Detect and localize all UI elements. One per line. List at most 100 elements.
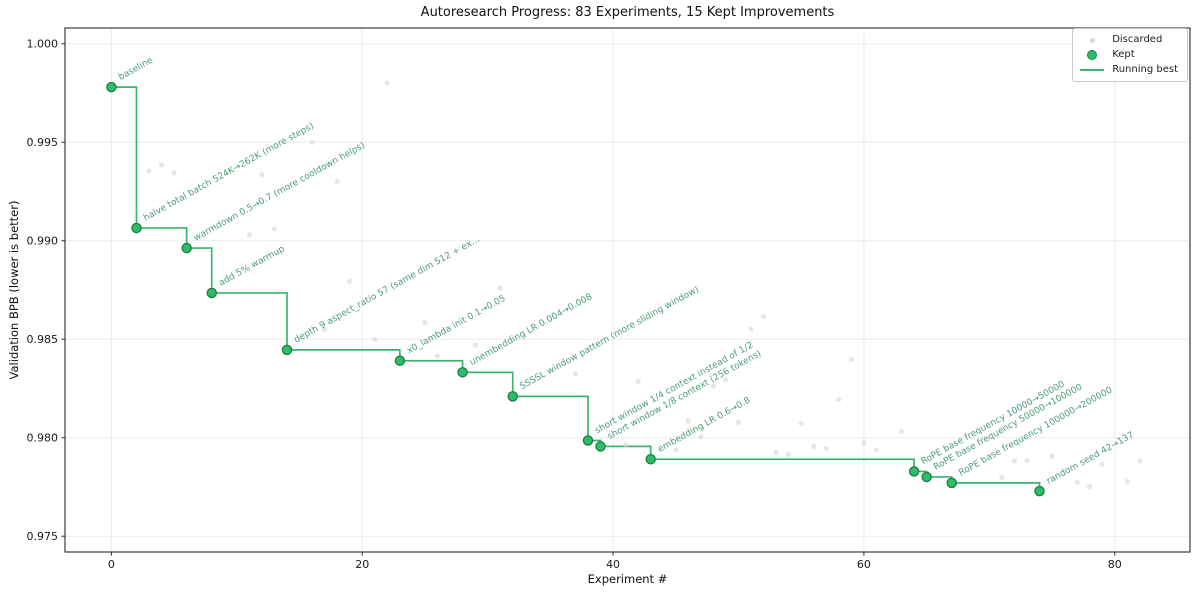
kept-point [181, 242, 192, 254]
discarded-point [422, 319, 428, 326]
discarded-point [685, 418, 691, 424]
discarded-point [823, 445, 829, 452]
discarded-point [1049, 453, 1055, 459]
discarded-point [773, 449, 779, 456]
annotation-label: short window 1/4 context instead of 1/2 [594, 341, 756, 437]
discarded-point [811, 444, 817, 450]
x-tick-label: 0 [108, 558, 115, 571]
discarded-point [836, 396, 842, 402]
legend-swatch [1079, 69, 1105, 71]
discarded-point [497, 285, 503, 291]
kept-point [921, 471, 932, 483]
kept-point [457, 367, 468, 378]
discarded-point [309, 139, 315, 145]
y-tick-label: 0.995 [27, 136, 59, 149]
discarded-point [698, 434, 704, 440]
discarded-point [572, 371, 579, 377]
discarded-point [1087, 483, 1093, 490]
kept-point [206, 287, 217, 299]
discarded-point [798, 420, 804, 426]
discarded-point [999, 474, 1005, 480]
kept-point [281, 344, 293, 356]
chart-title: Autoresearch Progress: 83 Experiments, 1… [420, 5, 835, 20]
kept-point [946, 477, 957, 489]
x-tick-label: 20 [355, 558, 369, 571]
kept-point [106, 81, 117, 93]
legend-label-running-best: Running best [1112, 64, 1178, 75]
running-best-line-icon [1080, 69, 1105, 71]
y-tick-label: 0.990 [27, 235, 59, 248]
discarded-point [271, 226, 278, 232]
discarded-point [372, 336, 378, 342]
discarded-point [673, 446, 679, 453]
discarded-marker-icon [1089, 37, 1095, 43]
discarded-point [623, 442, 629, 448]
discarded-point [710, 383, 717, 389]
discarded-point [347, 278, 353, 284]
y-tick-label: 0.975 [27, 530, 59, 543]
discarded-point [334, 179, 340, 185]
discarded-point [259, 172, 265, 178]
discarded-point [635, 379, 641, 385]
discarded-point [786, 451, 792, 458]
discarded-point [873, 447, 880, 453]
y-tick-label: 0.980 [27, 432, 59, 445]
x-tick-label: 60 [857, 558, 871, 571]
discarded-point [748, 326, 754, 332]
discarded-point [472, 342, 478, 348]
kept-point [394, 355, 406, 366]
discarded-point [861, 440, 867, 446]
discarded-point [1137, 458, 1143, 464]
legend: Discarded Kept Running best [1072, 28, 1188, 82]
legend-item-discarded: Discarded [1079, 34, 1178, 46]
kept-marker-icon [1087, 50, 1098, 60]
kept-point [582, 435, 594, 446]
discarded-point [1074, 479, 1080, 486]
annotation-label: short window 1/8 context (256 tokens) [606, 349, 763, 442]
discarded-point [760, 313, 767, 320]
discarded-point [246, 232, 252, 238]
plot-border [64, 27, 1191, 553]
annotation-label: warmdown 0.5→0.7 (more cooldown helps) [192, 141, 367, 244]
discarded-point [1099, 461, 1105, 467]
discarded-point [848, 356, 854, 362]
discarded-point [723, 377, 729, 383]
y-tick-label: 0.985 [27, 333, 59, 346]
y-axis-label: Validation BPB (lower is better) [7, 200, 21, 380]
legend-item-running-best: Running best [1079, 64, 1178, 76]
legend-swatch [1079, 50, 1105, 60]
x-tick-label: 40 [606, 558, 620, 571]
discarded-point [735, 419, 742, 425]
kept-point [1034, 485, 1045, 497]
annotation-label: add 5% warmup [217, 244, 286, 289]
kept-point [645, 453, 656, 465]
discarded-point [384, 80, 390, 86]
discarded-point [1124, 478, 1130, 484]
discarded-point [1011, 458, 1018, 464]
y-tick-label: 1.000 [27, 38, 59, 51]
discarded-point [898, 428, 905, 435]
annotation-label: SSSSL window pattern (more sliding windo… [518, 285, 701, 392]
kept-point [131, 222, 142, 234]
kept-point [507, 391, 518, 402]
annotation-label: baseline [117, 55, 155, 82]
legend-label-kept: Kept [1112, 49, 1135, 60]
x-tick-label: 80 [1108, 558, 1122, 571]
annotation-label: random seed 42→137 [1045, 430, 1136, 486]
discarded-point [434, 353, 441, 359]
discarded-point [1024, 457, 1030, 464]
legend-label-discarded: Discarded [1112, 34, 1163, 45]
kept-point [595, 441, 606, 452]
annotation-label: halve total batch 524K→262K (more steps) [142, 121, 316, 223]
discarded-point [322, 326, 328, 332]
legend-item-kept: Kept [1079, 49, 1178, 61]
annotation-label: RoPE base frequency 50000→100000 [932, 382, 1084, 472]
discarded-point [146, 168, 152, 174]
discarded-point [171, 170, 177, 176]
discarded-point [158, 162, 165, 168]
x-axis-label: Experiment # [587, 572, 668, 586]
legend-swatch [1079, 37, 1105, 43]
kept-point [908, 466, 920, 477]
